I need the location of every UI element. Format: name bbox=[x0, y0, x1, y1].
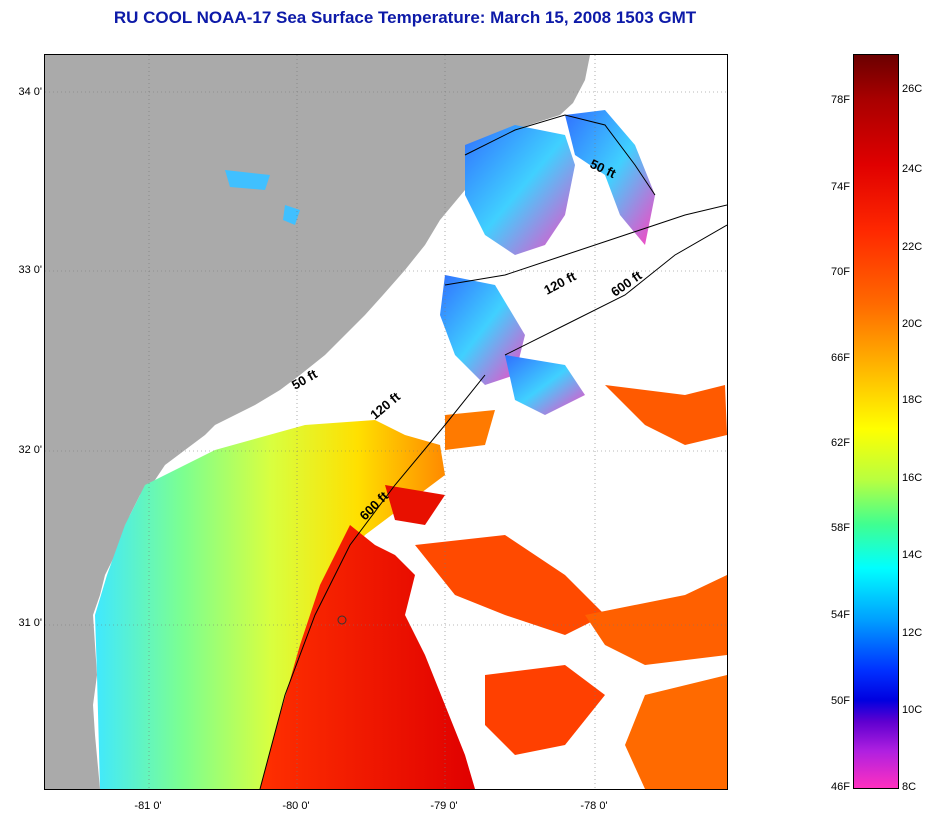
colorbar-label-f: 54F bbox=[831, 609, 850, 621]
colorbar-label-f: 78F bbox=[831, 94, 850, 106]
colorbar-label-c: 8C bbox=[902, 781, 917, 793]
warm-patch bbox=[605, 385, 727, 445]
sst-map[interactable]: 50 ft 120 ft 600 ft 50 ft 120 ft 600 ft bbox=[44, 54, 728, 790]
cold-patch bbox=[225, 170, 270, 190]
colorbar-label-c: 14C bbox=[902, 549, 923, 561]
cold-patch bbox=[440, 275, 525, 385]
lon-label: -80 0' bbox=[282, 800, 310, 812]
lon-label: -78 0' bbox=[580, 800, 608, 812]
colorbar-label-f: 70F bbox=[831, 266, 850, 278]
station-marker bbox=[337, 615, 347, 625]
isobath-label: 600 ft bbox=[608, 267, 645, 299]
cold-patch bbox=[505, 355, 585, 415]
map-title: RU COOL NOAA-17 Sea Surface Temperature:… bbox=[113, 8, 697, 27]
lon-label: -79 0' bbox=[430, 800, 458, 812]
cool-shelf-water bbox=[95, 420, 445, 789]
warm-patch bbox=[385, 485, 445, 525]
isobaths bbox=[259, 114, 727, 789]
colorbar-label-c: 26C bbox=[902, 83, 923, 95]
colorbar-label-c: 10C bbox=[902, 704, 923, 716]
colorbar-label-c: 12C bbox=[902, 627, 923, 639]
warm-patch bbox=[585, 575, 727, 665]
graticule bbox=[45, 55, 727, 789]
warm-patch bbox=[415, 535, 605, 635]
colorbar-label-f: 66F bbox=[831, 352, 850, 364]
lat-label: 31 0' bbox=[18, 617, 42, 629]
warm-patch bbox=[445, 410, 495, 450]
colorbar-label-f: 50F bbox=[831, 695, 850, 707]
lon-label: -81 0' bbox=[134, 800, 162, 812]
warm-patch bbox=[485, 665, 605, 755]
colorbar-label-f: 62F bbox=[831, 437, 850, 449]
colorbar-label-f: 74F bbox=[831, 181, 850, 193]
temperature-colorbar bbox=[853, 54, 899, 789]
land-area bbox=[45, 55, 590, 789]
cold-patch bbox=[283, 205, 300, 225]
isobath-label: 120 ft bbox=[367, 389, 403, 423]
cold-patch bbox=[465, 125, 575, 255]
colorbar-label-c: 24C bbox=[902, 163, 923, 175]
colorbar-label-c: 22C bbox=[902, 241, 923, 253]
colorbar-label-f: 46F bbox=[831, 781, 850, 793]
lat-label: 34 0' bbox=[18, 86, 42, 98]
cold-patch bbox=[565, 110, 655, 245]
colorbar-label-c: 20C bbox=[902, 318, 923, 330]
colorbar-label-c: 16C bbox=[902, 472, 923, 484]
colorbar-label-c: 18C bbox=[902, 394, 923, 406]
colorbar-label-f: 58F bbox=[831, 522, 850, 534]
lat-label: 33 0' bbox=[18, 264, 42, 276]
isobath-label: 120 ft bbox=[541, 268, 579, 298]
warm-patch bbox=[625, 675, 727, 789]
lat-label: 32 0' bbox=[18, 444, 42, 456]
gulf-stream-warm-water bbox=[260, 525, 475, 789]
sst-map-canvas: 50 ft 120 ft 600 ft 50 ft 120 ft 600 ft bbox=[45, 55, 727, 789]
